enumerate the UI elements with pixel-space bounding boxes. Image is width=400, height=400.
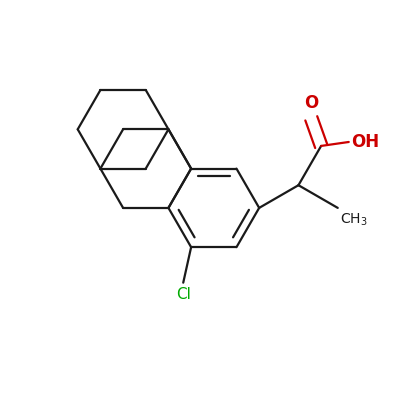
Text: OH: OH	[351, 133, 379, 151]
Text: Cl: Cl	[176, 288, 191, 302]
Text: CH$_3$: CH$_3$	[340, 212, 367, 228]
Text: O: O	[304, 94, 318, 112]
